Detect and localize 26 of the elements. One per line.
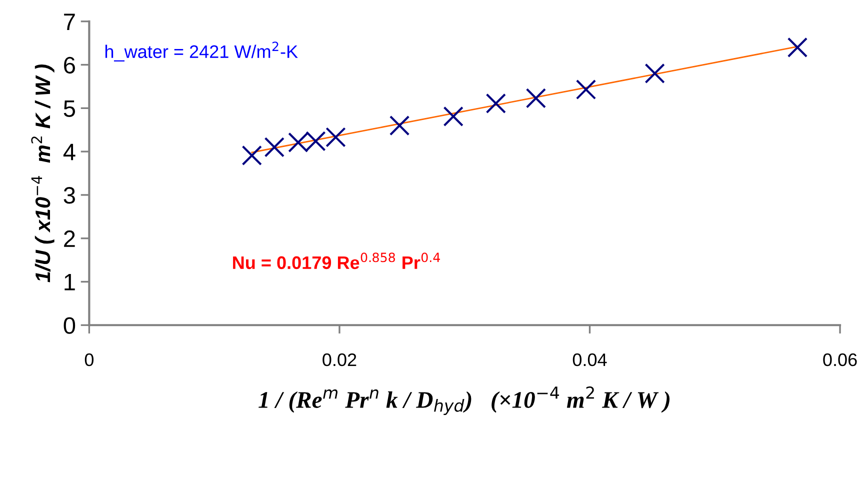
point [787, 37, 808, 58]
point [486, 93, 506, 114]
annotation: h_water = 2421 W/m$^{2}$-K [105, 42, 298, 62]
x-tick-label: 0.06 [823, 353, 857, 366]
text: 1 / (Re$^{m}$ Pr$^{n}$ k / D$_{hyd}$) (×10$^{−4}$ m$^{2}$ K / W ) [258, 386, 670, 416]
point [644, 63, 665, 84]
x-tick-label: 0 [84, 353, 94, 366]
y-tick-label: 0 [64, 317, 76, 334]
point [576, 79, 596, 100]
point [264, 137, 284, 158]
y-tick-label: 2 [64, 230, 75, 247]
y-tick-label: 6 [64, 56, 75, 74]
x-tick-label: 0.04 [572, 353, 607, 366]
y-tick-label: 1 [64, 274, 75, 290]
x-tick-label: 0.02 [322, 353, 356, 366]
point [443, 106, 464, 127]
point [526, 88, 546, 108]
point [242, 145, 262, 166]
y-axis-title: 1/U ( x10$^{−4}$ m$^{2}$ K / W ) [31, 64, 54, 282]
annotation: Nu = 0.0179 Re$^{0.858}$ Pr$^{0.4}$ [233, 252, 440, 270]
point [326, 127, 346, 148]
y-tick-label: 4 [63, 144, 76, 160]
y-tick-label: 5 [64, 100, 76, 117]
point [389, 115, 410, 136]
y-tick-label: 7 [64, 14, 75, 30]
y-tick-label: 3 [64, 187, 75, 204]
